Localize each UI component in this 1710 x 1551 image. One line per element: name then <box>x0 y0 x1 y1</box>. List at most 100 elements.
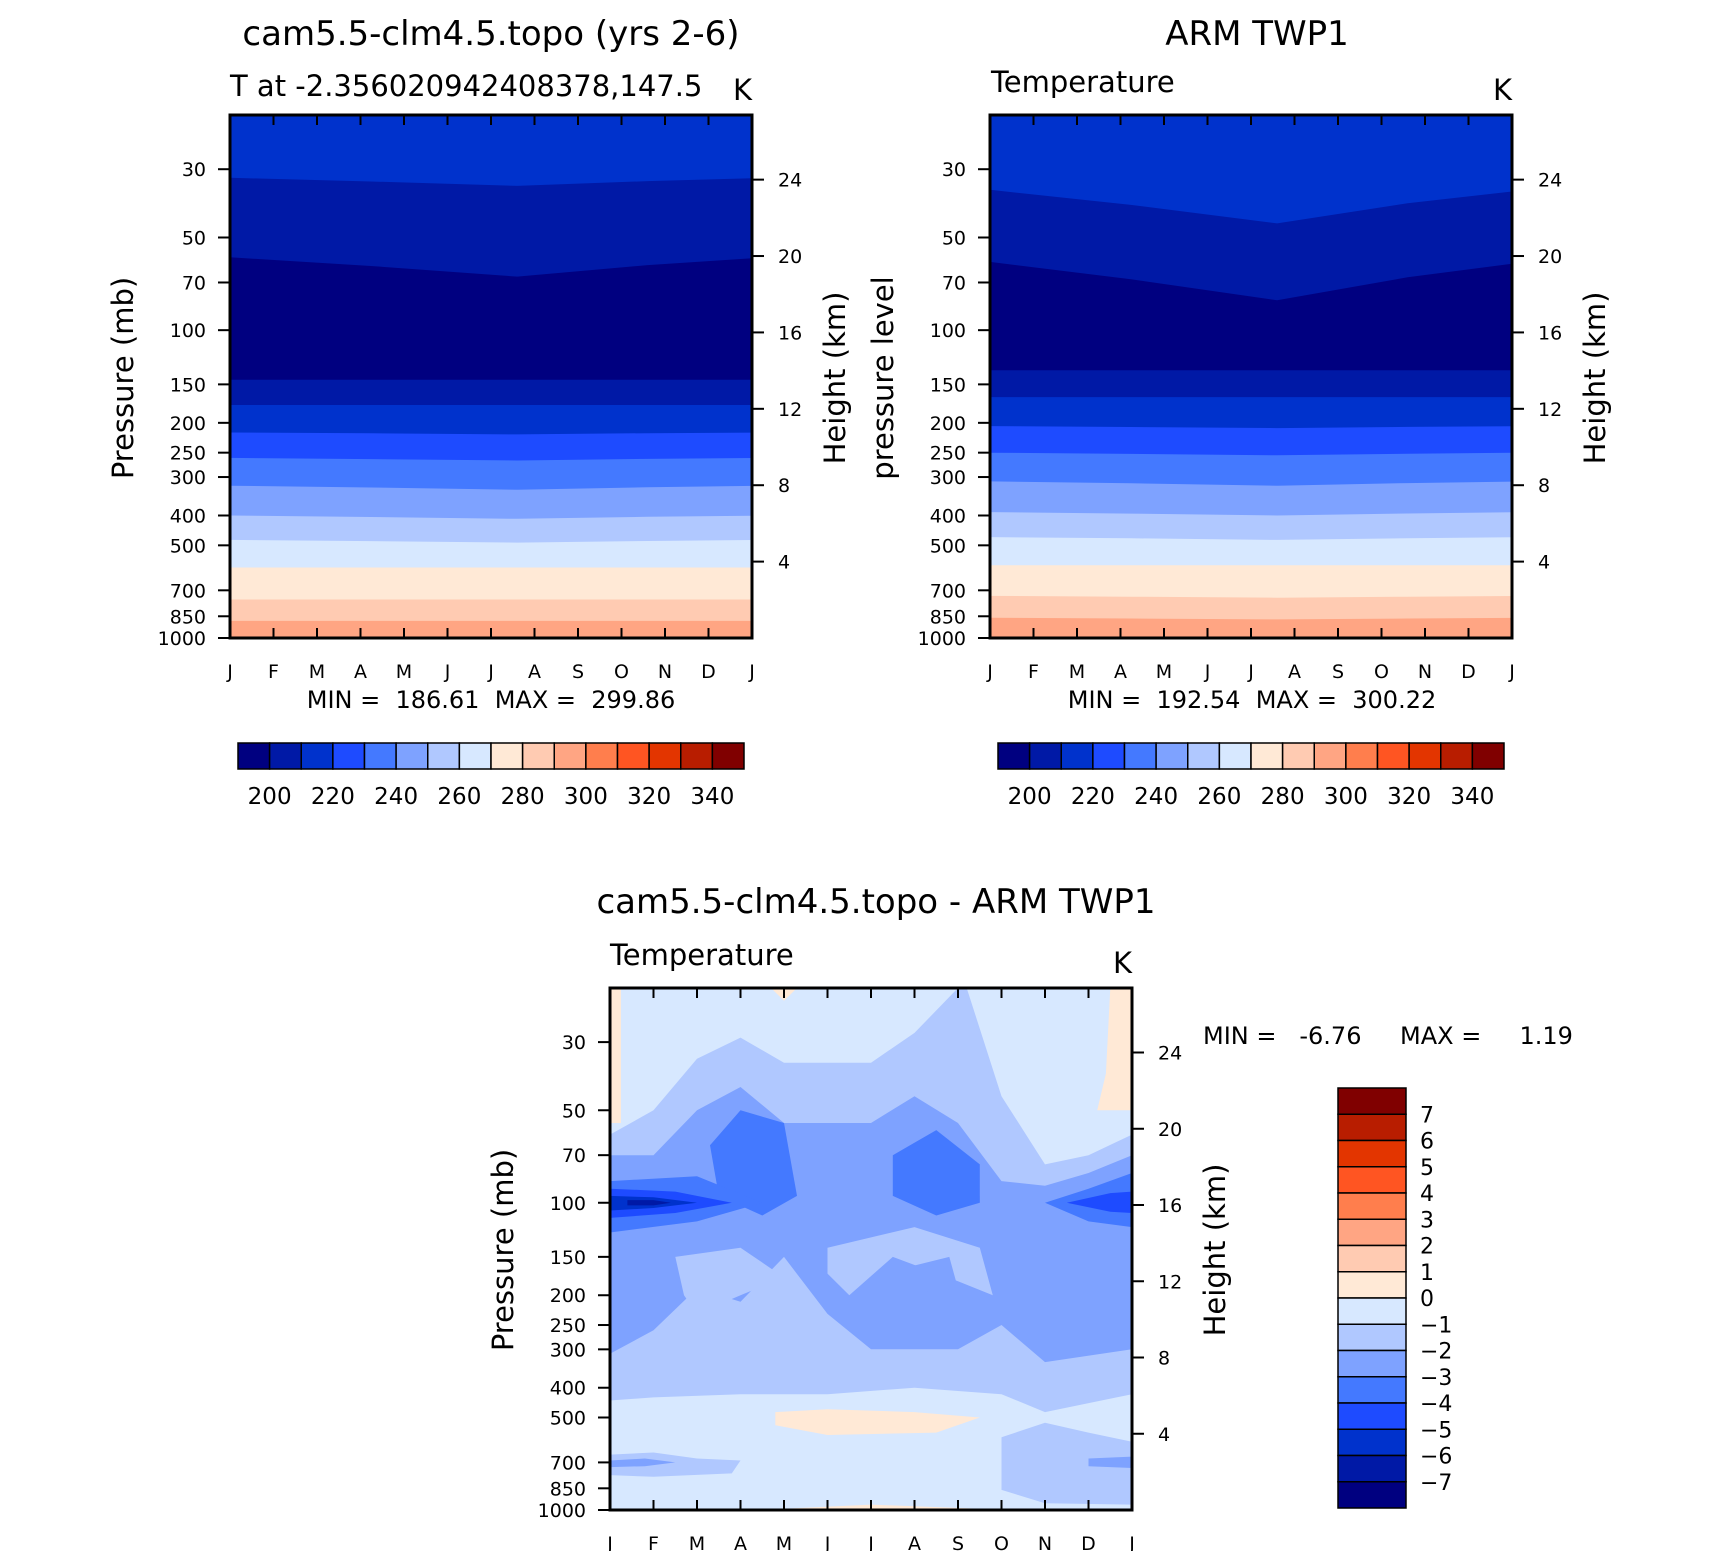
colorbar-box <box>1408 742 1442 770</box>
x-tick-label: A <box>528 661 541 683</box>
colorbar-box <box>1337 1428 1407 1457</box>
colorbar-box <box>1337 1192 1407 1220</box>
contour-band <box>1001 1422 1132 1505</box>
colorbar-label: 320 <box>1387 784 1431 810</box>
colorbar-box <box>997 742 1031 770</box>
colorbar-box <box>1337 1139 1407 1168</box>
y-tick-label: 500 <box>930 535 966 557</box>
y-tick-right-label: 8 <box>1158 1348 1170 1370</box>
colorbar-box <box>363 742 397 770</box>
colorbar-box <box>490 742 524 770</box>
colorbar-label: −1 <box>1420 1313 1452 1338</box>
x-tick-label: S <box>952 1533 964 1551</box>
panel1-contour-plot <box>230 115 752 638</box>
colorbar-box <box>268 742 302 770</box>
y-tick-right-label: 4 <box>1158 1424 1170 1446</box>
colorbar-label: 300 <box>564 784 608 810</box>
colorbar-box <box>1376 742 1410 770</box>
x-tick-label: F <box>268 661 279 683</box>
y-tick-label: 50 <box>562 1100 586 1122</box>
colorbar-box <box>1123 742 1157 770</box>
colorbar-box <box>1337 1376 1407 1404</box>
y-tick-right-label: 20 <box>1538 246 1562 268</box>
x-tick-label: J <box>1247 661 1254 683</box>
y-tick-label: 400 <box>930 506 966 528</box>
x-tick-label: A <box>1288 661 1301 683</box>
panel-top-right: ARM TWP1 Temperature K J F M A M J J A S O N D J 30 50… <box>866 14 1612 810</box>
contour-band <box>610 1458 676 1468</box>
colorbar-box <box>1337 1244 1407 1273</box>
colorbar-box <box>1337 1402 1407 1430</box>
panel2-units: K <box>1493 73 1513 107</box>
y-tick-label: 700 <box>550 1452 586 1474</box>
y-tick-label: 200 <box>170 413 206 435</box>
colorbar-box <box>1060 742 1094 770</box>
colorbar-box <box>1345 742 1379 770</box>
y-tick-right-label: 20 <box>778 246 802 268</box>
panel2-title: ARM TWP1 <box>1165 14 1349 54</box>
panel2-subtitle: Temperature <box>990 65 1175 99</box>
x-tick-label: S <box>572 661 584 683</box>
y-tick-right-label: 8 <box>778 475 790 497</box>
x-tick-label: M <box>1156 661 1172 683</box>
colorbar-label: 220 <box>1071 784 1115 810</box>
y-tick-right-label: 24 <box>1158 1043 1182 1065</box>
contour-band <box>892 1130 980 1216</box>
x-tick-label: D <box>1461 661 1476 683</box>
x-tick-label: M <box>1069 661 1085 683</box>
y-tick-label: 100 <box>550 1193 586 1215</box>
colorbar-label: −6 <box>1420 1445 1452 1470</box>
x-tick-label: J <box>487 661 494 683</box>
colorbar-box <box>1313 742 1347 770</box>
panel3-ylabel-right: Height (km) <box>1198 1164 1232 1337</box>
y-tick-label: 250 <box>550 1315 586 1337</box>
colorbar-box <box>553 742 587 770</box>
y-tick-right-label: 24 <box>1538 170 1562 192</box>
colorbar-box <box>1092 742 1126 770</box>
y-tick-right-label: 12 <box>1538 399 1562 421</box>
colorbar-label: −2 <box>1420 1340 1452 1365</box>
colorbar-label: 300 <box>1324 784 1368 810</box>
y-tick-label: 70 <box>562 1145 586 1167</box>
y-tick-label: 1000 <box>158 628 206 650</box>
colorbar-label: 5 <box>1420 1156 1434 1181</box>
colorbar-label: −3 <box>1420 1366 1452 1391</box>
colorbar-box <box>1155 742 1189 770</box>
y-tick-label: 30 <box>182 159 206 181</box>
colorbar-box <box>1218 742 1252 770</box>
y-tick-right-label: 20 <box>1158 1119 1182 1141</box>
colorbar-box <box>1337 1323 1407 1352</box>
y-tick-right-label: 16 <box>1538 322 1562 344</box>
panel2-colorbar: 200 220 240 260 280 300 320 340 <box>997 742 1505 810</box>
panel2-ylabel: pressure level <box>866 276 900 479</box>
colorbar-box <box>1471 742 1505 770</box>
panel3-units: K <box>1113 946 1133 980</box>
panel1-colorbar: 200 220 240 260 280 300 320 340 <box>237 742 745 810</box>
x-tick-label: J <box>606 1533 613 1551</box>
colorbar-label: 4 <box>1420 1182 1434 1207</box>
colorbar-box <box>1337 1218 1407 1247</box>
x-tick-label: M <box>689 1533 705 1551</box>
colorbar-box <box>1337 1454 1407 1483</box>
x-tick-label: J <box>1128 1533 1135 1551</box>
y-tick-label: 400 <box>170 506 206 528</box>
y-tick-right-label: 8 <box>1538 475 1550 497</box>
x-tick-label: M <box>396 661 412 683</box>
y-tick-right-label: 16 <box>778 322 802 344</box>
colorbar-label: −4 <box>1420 1392 1452 1417</box>
y-tick-right-label: 24 <box>778 170 802 192</box>
colorbar-box <box>237 742 271 770</box>
colorbar-box <box>458 742 492 770</box>
colorbar-box <box>648 742 682 770</box>
colorbar-label: 200 <box>1008 784 1052 810</box>
panel-bottom: cam5.5-clm4.5.topo - ARM TWP1 Temperatur… <box>486 882 1573 1551</box>
panel3-contour-plot <box>610 988 1132 1510</box>
colorbar-box <box>1250 742 1284 770</box>
y-tick-label: 1000 <box>918 628 966 650</box>
panel3-stats-max: MAX = 1.19 <box>1400 1022 1573 1050</box>
colorbar-label: −5 <box>1420 1418 1452 1443</box>
contour-band <box>627 1200 671 1206</box>
